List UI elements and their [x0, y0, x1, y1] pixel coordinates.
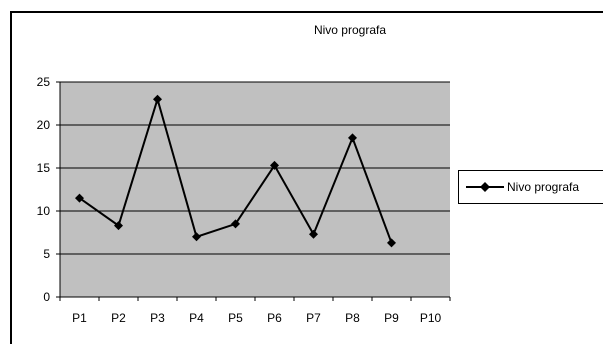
x-tick-label-p5: P5: [228, 311, 243, 325]
y-tick-label-25: 25: [37, 75, 51, 89]
x-tick-label-p3: P3: [150, 311, 165, 325]
data-point-p7: [309, 229, 318, 239]
data-point-p3: [153, 94, 162, 104]
grid-lines: [60, 81, 450, 255]
y-tick-labels: 0 5 10 15 20 25: [37, 75, 51, 304]
axes: [56, 81, 451, 301]
x-tick-label-p8: P8: [345, 311, 360, 325]
y-tick-label-20: 20: [37, 118, 51, 132]
y-tick-label-5: 5: [43, 247, 50, 261]
data-point-p4: [192, 232, 201, 242]
x-tick-label-p1: P1: [72, 311, 87, 325]
legend: Nivo prografa: [458, 170, 603, 204]
series-group: [75, 94, 396, 248]
x-tick-label-p4: P4: [189, 311, 204, 325]
chart-title: Nivo prografa: [313, 23, 387, 37]
data-point-p9: [387, 238, 396, 248]
x-tick-label-p10: P10: [420, 311, 442, 325]
chart-frame: [10, 11, 603, 344]
x-tick-label-p7: P7: [306, 311, 321, 325]
data-point-p8: [348, 133, 357, 143]
legend-marker-icon: [466, 182, 504, 192]
y-tick-label-10: 10: [37, 204, 51, 218]
x-tick-label-p6: P6: [267, 311, 282, 325]
y-tick-label-15: 15: [37, 161, 51, 175]
y-tick-label-0: 0: [43, 290, 50, 304]
x-tick-labels: P1 P2 P3 P4 P5 P6 P7 P8 P9 P10: [72, 311, 441, 325]
data-point-p5: [231, 219, 240, 229]
data-point-p1: [75, 193, 84, 203]
data-point-p2: [114, 221, 123, 231]
plot-area: [60, 82, 450, 297]
x-tick-label-p9: P9: [384, 311, 399, 325]
data-point-p6: [270, 160, 279, 170]
x-tick-label-p2: P2: [111, 311, 126, 325]
legend-label-nivo-prografa: Nivo prografa: [507, 180, 580, 194]
